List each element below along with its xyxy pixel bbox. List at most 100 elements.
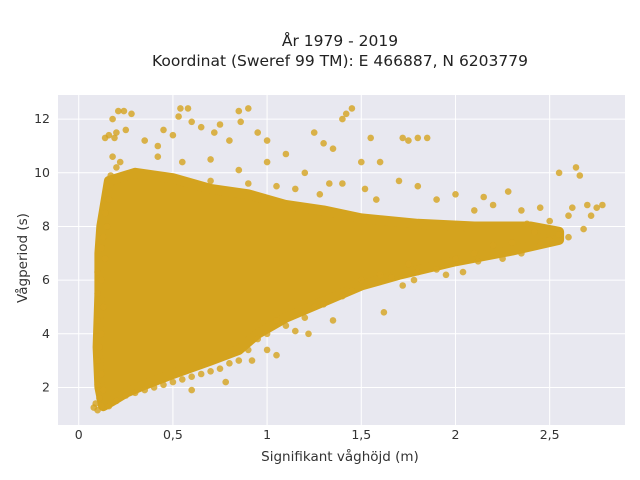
chart-title-line1: År 1979 - 2019 [282,31,398,50]
x-axis-title: Signifikant våghöjd (m) [261,448,419,465]
data-point [96,343,103,351]
data-point [380,309,388,316]
data-point [94,357,101,364]
y-tick-label: 8 [42,218,50,233]
data-point [320,301,327,308]
data-point [248,357,256,364]
tick-labels: 0 0,5 1 1,5 2 2,5 2 4 6 8 10 12 [34,111,560,442]
data-point [433,266,440,273]
chart-title-line2: Koordinat (Sweref 99 TM): E 466887, N 62… [152,52,528,70]
data-point [339,180,346,187]
data-point [111,134,118,142]
data-point [188,118,195,126]
data-point [188,386,195,394]
data-layer [90,105,606,414]
data-point [216,365,224,373]
data-point [122,126,130,134]
data-point [569,204,576,211]
data-point [518,207,525,214]
data-point [423,134,431,142]
data-point [310,303,318,311]
data-point [580,225,587,233]
data-point [109,153,116,160]
data-point [399,134,407,142]
data-point [179,376,186,383]
data-point [593,204,600,211]
y-tick-label: 12 [34,111,50,126]
data-point [301,169,309,177]
data-point [305,330,312,338]
data-point [105,196,113,203]
data-point [376,158,384,166]
data-point [572,164,580,171]
data-point [216,121,224,128]
data-point [536,204,544,211]
data-point [395,177,403,185]
data-point [254,129,261,136]
x-tick-label: 2,5 [540,427,560,442]
y-tick-label: 10 [34,165,50,180]
data-point [587,212,595,219]
data-point [177,105,184,112]
data-point [179,158,186,166]
data-point [113,397,120,405]
data-point [101,209,109,217]
data-point [98,330,105,338]
data-point [358,158,365,166]
data-point [105,402,113,410]
data-point [207,368,214,375]
x-tick-label: 0,5 [163,427,183,442]
data-point [342,110,350,118]
data-point [310,129,318,136]
data-point [226,360,233,367]
data-point [555,231,563,238]
data-point [433,196,440,203]
data-point [565,233,572,241]
data-point [184,105,192,112]
y-tick-label: 2 [42,379,50,394]
data-point [361,185,369,193]
data-point [128,110,135,118]
data-point [555,169,563,177]
data-point [489,241,497,249]
data-point [99,233,107,241]
data-point [471,250,478,257]
data-point [263,158,271,166]
data-point [197,370,205,378]
data-point [282,322,290,330]
data-point [414,182,422,190]
data-point [459,268,467,276]
data-point [94,317,101,324]
data-point [508,239,516,246]
data-point [410,276,418,284]
data-point [107,172,114,179]
data-point [99,386,107,394]
data-point [405,260,412,268]
data-point [101,255,109,262]
data-point [235,357,243,364]
data-point [263,137,271,144]
data-point [373,196,380,203]
data-point [273,351,280,359]
data-point [98,402,105,410]
data-point [358,276,365,284]
data-point [599,201,606,209]
data-point [94,290,101,297]
data-point [235,166,243,174]
y-axis-title: Vågperiod (s) [14,213,31,303]
data-point [98,244,105,252]
data-point [584,201,591,209]
data-point [329,317,337,324]
data-point [109,115,116,123]
data-point [237,118,244,126]
data-point [546,217,553,225]
data-point [154,142,162,150]
data-point [480,193,488,201]
data-point [113,164,120,171]
data-point [115,107,122,115]
data-point [96,394,103,402]
data-point [301,314,309,322]
data-point [98,370,105,378]
